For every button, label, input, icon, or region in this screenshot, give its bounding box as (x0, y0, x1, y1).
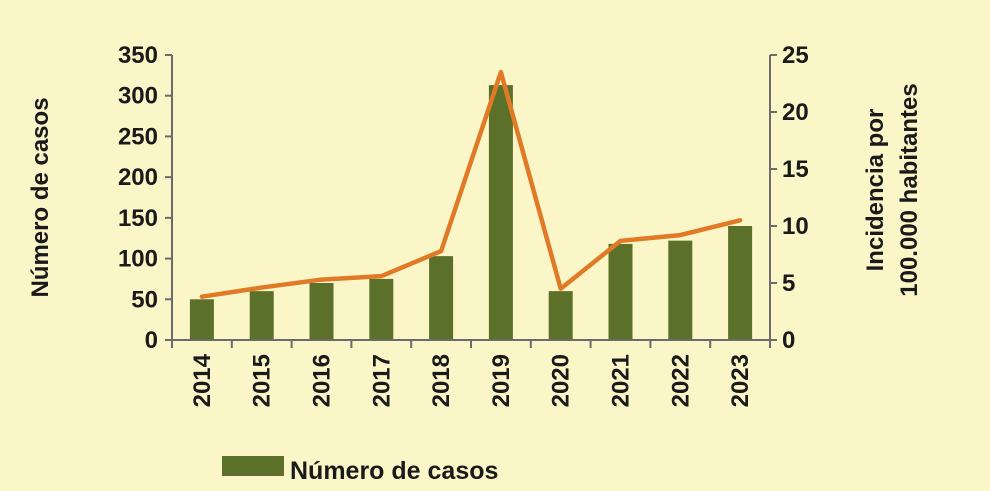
legend-swatch-bar (222, 456, 284, 476)
bar-2020 (548, 291, 573, 340)
y-left-tick-label: 350 (118, 42, 158, 69)
y-axis-right-title-line1: Incidencia por (862, 109, 889, 272)
bar-2019 (488, 85, 513, 340)
y-left-tick-label: 0 (145, 327, 158, 354)
y-right-tick-label: 15 (782, 156, 809, 183)
y-right-tick-label: 5 (782, 270, 795, 297)
y-right-tick-label: 10 (782, 213, 809, 240)
bar-2016 (309, 283, 334, 340)
bar-2018 (429, 256, 454, 340)
y-left-tick-label: 150 (118, 205, 158, 232)
bar-2021 (608, 243, 633, 340)
y-right-tick-label: 20 (782, 99, 809, 126)
bar-2017 (369, 278, 394, 340)
x-tick-label: 2015 (249, 354, 276, 407)
bar-2014 (189, 299, 214, 340)
legend-label: Número de casos (290, 457, 498, 485)
y-right-tick-label: 25 (782, 42, 809, 69)
x-tick-label: 2017 (368, 354, 395, 407)
y-axis-left-title: Número de casos (27, 97, 54, 297)
y-left-tick-label: 100 (118, 246, 158, 273)
incidence-line (199, 69, 743, 299)
x-tick-label: 2019 (488, 354, 515, 407)
y-right-tick-label: 0 (782, 327, 795, 354)
x-tick-label: 2021 (608, 354, 635, 407)
y-left-tick-label: 300 (118, 83, 158, 110)
x-tick-label: 2020 (548, 354, 575, 407)
x-tick-label: 2023 (727, 354, 754, 407)
x-tick-label: 2022 (667, 354, 694, 407)
bar-2015 (249, 291, 274, 340)
bar-2023 (728, 226, 753, 340)
y-left-tick-label: 250 (118, 123, 158, 150)
y-axis-right-title-line2: 100.000 habitantes (896, 83, 923, 296)
y-left-tick-label: 50 (131, 286, 158, 313)
y-left-tick-label: 200 (118, 164, 158, 191)
x-tick-label: 2018 (428, 354, 455, 407)
x-tick-label: 2016 (309, 354, 336, 407)
x-tick-label: 2014 (189, 353, 216, 407)
bar-2022 (668, 240, 693, 340)
